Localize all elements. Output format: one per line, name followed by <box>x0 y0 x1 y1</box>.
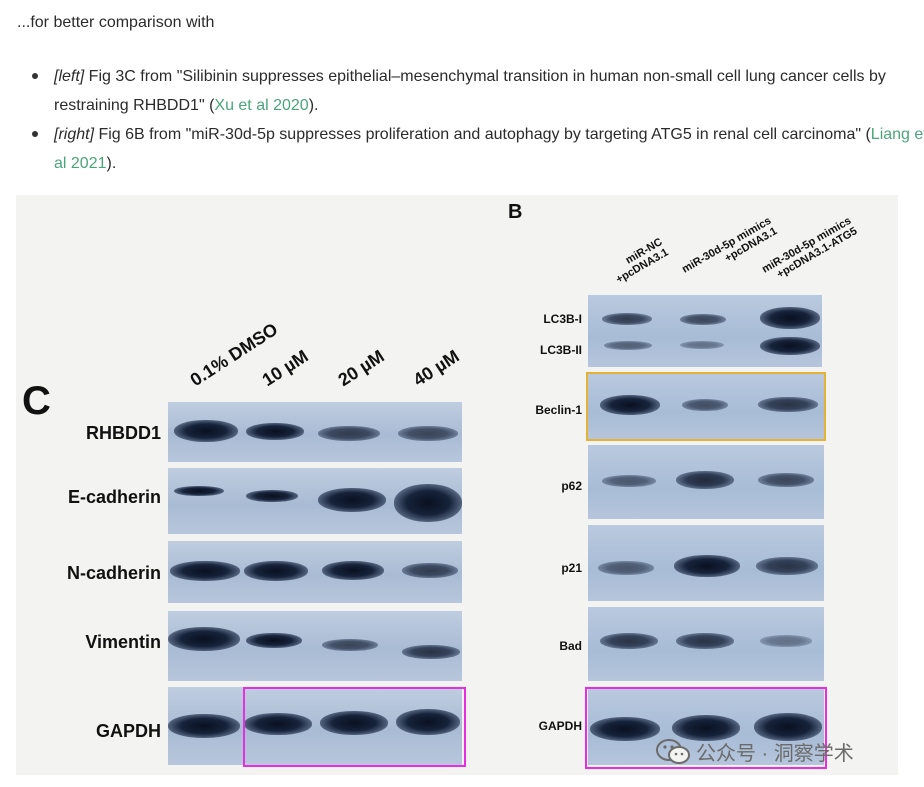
reference-text: Fig 3C from "Silibinin suppresses epithe… <box>54 68 886 114</box>
blot-band <box>168 627 240 651</box>
blot-band <box>322 561 384 580</box>
blot-band <box>754 713 822 741</box>
row-label-gapdh: GAPDH <box>95 721 161 741</box>
blot-band <box>398 426 458 441</box>
reference-position-tag: [left] <box>54 68 85 85</box>
blot-band <box>682 399 728 411</box>
blot-band <box>170 561 240 581</box>
blot-band <box>756 557 818 575</box>
blot-band <box>758 473 814 487</box>
blot-strip-rhbdd1 <box>168 402 462 462</box>
blot-band <box>602 475 656 487</box>
blot-band <box>604 341 652 350</box>
row-label-bad: Bad <box>559 639 582 653</box>
blot-band <box>318 488 386 512</box>
citation-link-liang[interactable]: Liang et al 2021 <box>54 126 924 172</box>
citation-link-xu[interactable]: Xu et al 2020 <box>214 97 309 114</box>
western-blot-figure: C 0.1% DMSO 10 µM 20 µM 40 µM RHBDD1 E-c… <box>16 195 898 775</box>
blot-strip-n-cadherin <box>168 541 462 603</box>
reference-item-left: [left] Fig 3C from "Silibinin suppresses… <box>32 62 924 120</box>
blot-band <box>590 717 660 741</box>
lane-label-40um: 40 µM <box>409 345 463 391</box>
row-label-gapdh-b: GAPDH <box>538 719 582 733</box>
reference-text-end: ). <box>308 97 319 114</box>
lane-label-10um: 10 µM <box>258 345 312 391</box>
blot-band <box>246 490 298 502</box>
blot-band <box>396 709 460 735</box>
reference-list: [left] Fig 3C from "Silibinin suppresses… <box>20 62 924 178</box>
blot-strip-p62 <box>588 445 824 519</box>
blot-band <box>680 341 724 349</box>
wechat-icon <box>656 738 690 765</box>
blot-band <box>680 314 726 325</box>
row-label-vimentin: Vimentin <box>85 632 161 652</box>
highlight-box-beclin-1 <box>586 372 826 441</box>
row-label-e-cadherin: E-cadherin <box>67 487 161 507</box>
blot-band <box>674 555 740 577</box>
blot-band <box>402 563 458 578</box>
lane-label-mir-nc: miR-NC +pcDNA3.1 <box>608 236 671 286</box>
lane-label-mimics-atg5: miR-30d-5p mimics +pcDNA3.1-ATG5 <box>760 215 859 286</box>
blot-band <box>676 633 734 649</box>
blot-band <box>322 639 378 651</box>
blot-band <box>246 633 302 648</box>
blot-strip-vimentin <box>168 611 462 681</box>
blot-band <box>600 633 658 649</box>
blot-band <box>246 423 304 440</box>
blot-strip-bad <box>588 607 824 681</box>
row-label-p62: p62 <box>561 479 582 493</box>
blot-band <box>402 645 460 659</box>
blot-band <box>600 395 660 415</box>
blot-band <box>244 713 312 735</box>
row-label-lc3b-i: LC3B-I <box>543 312 582 326</box>
blot-band <box>602 313 652 325</box>
row-label-rhbdd1: RHBDD1 <box>85 423 161 443</box>
blot-strip-gapdh-b <box>588 689 824 765</box>
blot-band <box>760 307 820 329</box>
blot-band <box>174 486 224 496</box>
panel-letter-b: B <box>508 201 523 223</box>
lane-label-mimics: miR-30d-5p mimics +pcDNA3.1 <box>680 215 779 286</box>
blot-strip-beclin-1 <box>588 373 824 439</box>
row-label-n-cadherin: N-cadherin <box>66 563 161 583</box>
blot-band <box>244 561 308 581</box>
reference-position-tag: [right] <box>54 126 95 143</box>
highlight-box-right-gapdh <box>585 687 827 769</box>
lane-label-20um: 20 µM <box>334 345 388 391</box>
blot-band <box>672 715 740 741</box>
blot-strip-lc3b <box>588 295 822 367</box>
blot-band <box>598 561 654 575</box>
blot-strip-gapdh <box>168 687 462 765</box>
blot-strip-p21 <box>588 525 824 601</box>
reference-text: Fig 6B from "miR-30d-5p suppresses proli… <box>94 126 871 143</box>
reference-text-end: ). <box>106 155 117 172</box>
blot-band <box>320 711 388 735</box>
blot-strip-e-cadherin <box>168 468 462 534</box>
blot-band <box>318 426 380 441</box>
blot-band <box>676 471 734 489</box>
blot-band <box>758 397 818 412</box>
watermark-text: 公众号 · 洞察学术 <box>696 743 854 765</box>
blot-band <box>174 420 238 442</box>
blot-band <box>760 635 812 647</box>
blot-band <box>760 337 820 355</box>
row-label-p21: p21 <box>561 561 582 575</box>
row-label-beclin-1: Beclin-1 <box>535 403 582 417</box>
reference-item-right: [right] Fig 6B from "miR-30d-5p suppress… <box>32 120 924 178</box>
watermark: 公众号 · 洞察学术 <box>656 737 854 766</box>
panel-letter-c: C <box>22 379 51 423</box>
intro-text: ...for better comparison with <box>17 14 215 31</box>
blot-band <box>394 484 462 522</box>
highlight-box-left-gapdh <box>243 687 466 767</box>
row-label-lc3b-ii: LC3B-II <box>540 343 582 357</box>
blot-band <box>168 714 240 738</box>
